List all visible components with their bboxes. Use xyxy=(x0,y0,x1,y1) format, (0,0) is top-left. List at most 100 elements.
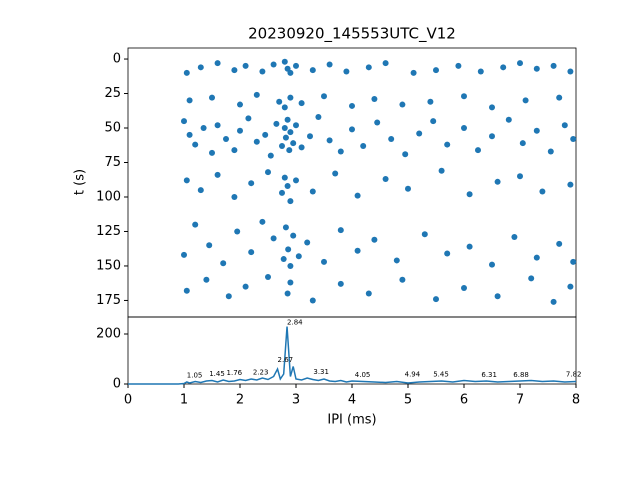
point xyxy=(393,257,400,264)
annotation: 3.31 xyxy=(313,368,329,376)
point xyxy=(220,260,227,267)
point xyxy=(533,254,540,261)
y-tick-label: 25 xyxy=(104,86,121,101)
annotation: 7.82 xyxy=(566,371,582,379)
point xyxy=(528,275,535,282)
point xyxy=(489,133,495,140)
point xyxy=(287,94,294,101)
point xyxy=(237,101,243,108)
point xyxy=(225,293,232,300)
point xyxy=(556,240,563,247)
point xyxy=(237,127,243,134)
annotation: 2.23 xyxy=(253,369,269,377)
annotation: 1.45 xyxy=(209,370,225,378)
point xyxy=(287,262,294,269)
point xyxy=(416,130,423,137)
point xyxy=(461,125,467,132)
point xyxy=(214,60,221,67)
point xyxy=(444,250,451,257)
point xyxy=(360,142,367,149)
point xyxy=(309,297,316,304)
point xyxy=(500,64,507,71)
point xyxy=(259,218,266,225)
point xyxy=(365,290,372,297)
point xyxy=(321,258,327,265)
point xyxy=(547,148,554,155)
point xyxy=(290,140,297,147)
point xyxy=(444,141,451,148)
point xyxy=(315,113,322,120)
y-axis-label: t (s) xyxy=(73,169,88,195)
point xyxy=(326,137,333,144)
point xyxy=(245,115,252,122)
y-tick-label: 50 xyxy=(104,121,121,136)
point xyxy=(231,147,238,154)
point xyxy=(427,98,434,105)
point xyxy=(282,224,289,231)
point xyxy=(209,94,215,101)
annotation: 6.31 xyxy=(481,371,497,379)
point xyxy=(533,127,540,134)
point xyxy=(332,170,339,177)
y-tick-label: 75 xyxy=(104,155,121,170)
x-tick-label: 4 xyxy=(348,393,356,408)
point xyxy=(511,233,518,240)
point xyxy=(181,118,187,125)
point xyxy=(206,242,213,249)
x-tick-label: 0 xyxy=(124,393,132,408)
x-tick-label: 2 xyxy=(236,393,244,408)
point xyxy=(253,91,260,98)
point xyxy=(354,247,361,254)
point xyxy=(214,171,221,178)
point xyxy=(284,182,291,189)
point xyxy=(343,68,350,75)
annotation: 4.05 xyxy=(355,371,371,379)
y-tick-label: 125 xyxy=(96,224,121,239)
point xyxy=(349,126,355,133)
point xyxy=(279,142,285,149)
point xyxy=(197,64,204,71)
point xyxy=(234,228,241,235)
point xyxy=(286,147,293,154)
point xyxy=(287,69,294,76)
point xyxy=(298,100,305,107)
point xyxy=(466,191,473,198)
point xyxy=(399,101,406,108)
chart-title: 20230920_145553UTC_V12 xyxy=(248,25,456,44)
point xyxy=(326,61,333,68)
point xyxy=(203,276,210,283)
point xyxy=(186,97,193,104)
point xyxy=(181,251,187,258)
point xyxy=(494,293,501,300)
point xyxy=(267,152,274,159)
annotation: 2.84 xyxy=(287,319,303,327)
point xyxy=(438,167,445,174)
y-tick-label: 0 xyxy=(113,52,121,67)
point xyxy=(287,279,294,286)
annotation: 1.05 xyxy=(187,372,203,380)
point xyxy=(231,193,238,200)
point xyxy=(337,227,344,234)
point xyxy=(285,246,292,253)
point xyxy=(293,62,299,69)
point xyxy=(522,97,529,104)
point xyxy=(567,68,574,75)
point xyxy=(253,138,260,145)
annotation: 4.94 xyxy=(405,371,421,379)
point xyxy=(410,69,417,76)
x-tick-label: 5 xyxy=(404,393,412,408)
point xyxy=(477,68,484,75)
y-tick-label: 200 xyxy=(96,327,121,342)
x-tick-label: 8 xyxy=(572,393,580,408)
point xyxy=(539,188,546,195)
point xyxy=(466,243,473,250)
point xyxy=(276,98,283,105)
point xyxy=(337,148,344,155)
point xyxy=(270,61,277,68)
point xyxy=(192,141,199,148)
point xyxy=(183,287,190,294)
line xyxy=(128,326,577,385)
point xyxy=(517,60,523,67)
point xyxy=(282,134,289,141)
